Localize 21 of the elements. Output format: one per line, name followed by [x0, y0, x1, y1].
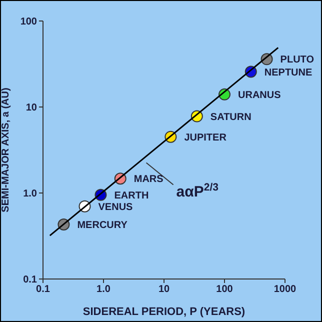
y-tick-label: 100 [20, 16, 38, 28]
series-label: SATURN [210, 112, 252, 123]
series-label: VENUS [98, 202, 134, 213]
series-label: PLUTO [280, 54, 314, 66]
series-label: JUPITER [184, 132, 228, 144]
series-label: NEPTUNE [264, 67, 313, 78]
x-tick-label: 1.0 [96, 284, 111, 296]
x-tick-label: 0.1 [36, 284, 50, 296]
series-label: EARTH [114, 190, 149, 202]
x-tick-label: 1000 [274, 284, 297, 296]
x-axis-title: SIDEREAL PERIOD, P (YEARS) [82, 306, 246, 318]
series-label: MERCURY [77, 220, 128, 232]
y-tick-label: 1.0 [23, 188, 38, 200]
series-label: MARS [134, 174, 164, 186]
x-tick-label: 100 [216, 284, 234, 296]
annotation: aαP$^{2/3}$ [176, 182, 219, 201]
y-axis-title: SEMI-MAJOR AXIS, a (AU) [0, 88, 12, 212]
x-tick-label: 10 [158, 284, 170, 296]
y-tick-label: 0.1 [23, 274, 38, 286]
series-label: URANUS [238, 90, 282, 101]
y-tick-label: 10 [26, 102, 38, 114]
